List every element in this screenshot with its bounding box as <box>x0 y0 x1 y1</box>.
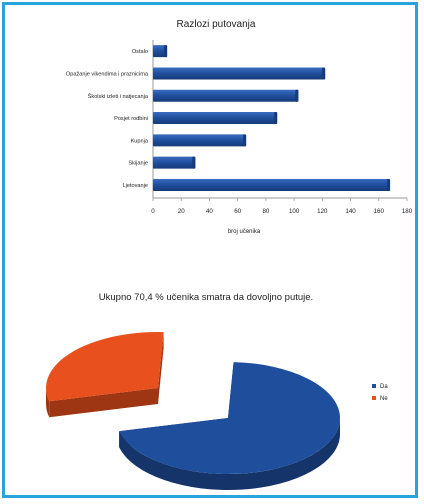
pie-slice-face <box>49 388 158 418</box>
bar-3 <box>153 112 278 125</box>
x-tick-label: 0 <box>151 208 155 215</box>
bar-category-label: Kupnja <box>131 138 149 144</box>
bar-end-shade <box>192 156 196 169</box>
bar-category-label: Skijanje <box>128 161 148 167</box>
pie-slice-1 <box>45 332 164 418</box>
pie-slice-side <box>46 388 50 418</box>
x-tick-label: 160 <box>374 208 385 215</box>
x-tick-label: 120 <box>317 208 328 215</box>
pie-chart-title: Ukupno 70,4 % učenika smatra da dovoljno… <box>99 292 313 303</box>
legend-label-0: Da <box>380 384 388 390</box>
x-tick-label: 140 <box>345 208 356 215</box>
pie-slice-top <box>119 362 340 474</box>
bar-4 <box>153 134 247 147</box>
bar-category-label: Ostalo <box>132 49 148 55</box>
x-tick-label: 40 <box>206 208 213 215</box>
bar-5 <box>153 156 196 169</box>
pie-slice-0 <box>119 362 340 491</box>
bar-end-shade <box>387 178 391 191</box>
bar-end-shade <box>274 112 278 125</box>
bar-chart: Razlozi putovanja Ostalo Opažanje vikendi… <box>66 19 413 235</box>
pie-slice-face <box>158 332 164 404</box>
legend-swatch-1 <box>372 396 376 400</box>
bar-2 <box>153 89 299 102</box>
bar-end-shade <box>164 45 168 58</box>
x-tick-label: 80 <box>262 208 269 215</box>
x-tick-label: 20 <box>178 208 185 215</box>
bar-6 <box>153 178 391 191</box>
x-tick-label: 100 <box>289 208 300 215</box>
pie-chart: Ukupno 70,4 % učenika smatra da dovoljno… <box>45 292 388 491</box>
figure-frame <box>2 2 418 498</box>
bar-0 <box>153 45 168 58</box>
pie-slice-top <box>45 332 164 402</box>
bar-category-label: Ljetovanje <box>122 183 148 189</box>
x-tick-label: 60 <box>234 208 241 215</box>
legend-label-1: Ne <box>380 396 388 402</box>
legend-swatch-0 <box>372 384 376 388</box>
bar-chart-title: Razlozi putovanja <box>177 19 256 30</box>
bar-end-shade <box>322 67 326 80</box>
bar-category-label: Posjet rodbini <box>114 116 148 122</box>
x-tick-label: 180 <box>402 208 413 215</box>
bar-category-label: Opažanje vikendima i praznicima <box>66 71 149 77</box>
bar-1 <box>153 67 326 80</box>
bar-end-shade <box>295 89 299 102</box>
pie-slice-side <box>119 418 340 491</box>
bar-chart-x-label: broj učenika <box>228 229 261 235</box>
bar-category-label: Školski izleti i natjecanja <box>88 93 149 100</box>
bar-end-shade <box>243 134 247 147</box>
